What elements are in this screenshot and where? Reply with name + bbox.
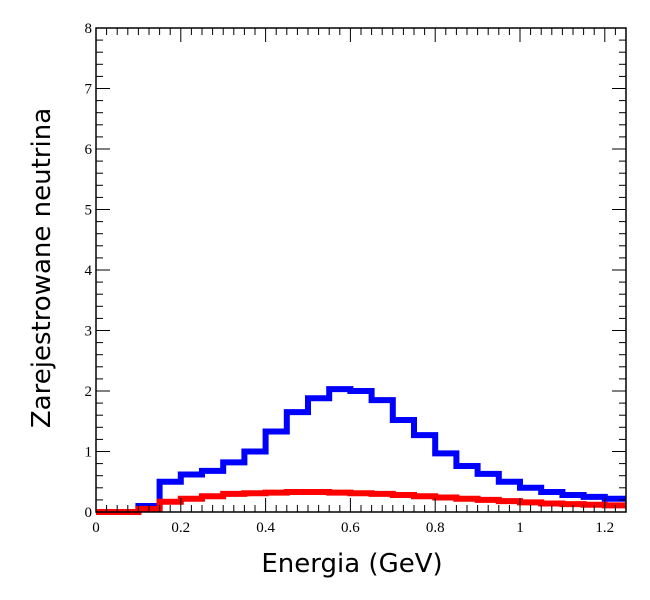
- y-tick-label: 6: [85, 142, 93, 158]
- y-tick-label: 3: [85, 324, 93, 340]
- labels-layer: 0 0.2 0.4 0.6 0.8 1 1.2 0 1 2 3 4 5 6 7 8: [85, 21, 615, 536]
- ticks-layer: [95, 27, 627, 513]
- y-tick-label: 7: [85, 82, 93, 98]
- x-tick-label: 1.2: [595, 520, 614, 536]
- x-axis-title: Energia (GeV): [261, 549, 442, 579]
- y-tick-label: 4: [85, 263, 93, 279]
- series-red-line: [96, 489, 626, 515]
- y-tick-label: 0: [85, 505, 93, 521]
- y-tick-label: 8: [85, 21, 93, 37]
- y-tick-label: 2: [85, 384, 93, 400]
- x-tick-label: 0: [92, 520, 100, 536]
- x-tick-label: 0.2: [171, 520, 190, 536]
- x-tick-label: 1: [516, 520, 524, 536]
- y-axis-title: Zarejestrowane neutrina: [27, 108, 57, 428]
- series-layer: [96, 386, 626, 515]
- series-blue-line: [96, 386, 626, 515]
- x-tick-label: 0.8: [426, 520, 445, 536]
- x-tick-label: 0.4: [256, 520, 275, 536]
- x-tick-label: 0.6: [341, 520, 360, 536]
- y-tick-label: 5: [85, 203, 93, 219]
- y-tick-label: 1: [85, 445, 93, 461]
- plot-frame: [95, 27, 627, 513]
- plot-background: [96, 28, 626, 512]
